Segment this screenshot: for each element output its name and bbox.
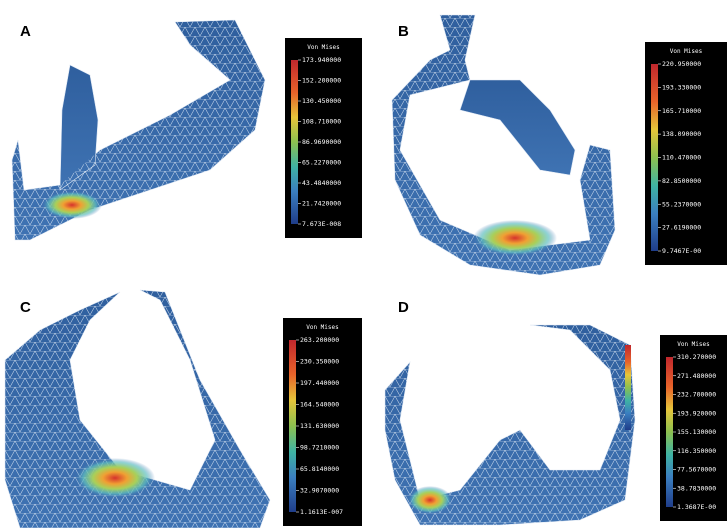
colorbar-label: 7.673E-008	[302, 220, 341, 228]
colorbar-label: 232.700000	[677, 391, 716, 399]
mesh-d	[384, 324, 636, 526]
colorbar: Von Mises 220.950000 193.330000 165.710000 1…	[645, 42, 727, 265]
panel-label: D	[398, 299, 409, 316]
colorbar-label: 116.350000	[677, 447, 716, 455]
panel-label: B	[398, 23, 409, 40]
colorbar-scale	[289, 340, 296, 512]
colorbar: Von Mises 173.940000 152.200000 130.450000 1…	[285, 38, 362, 238]
colorbar-label: 220.950000	[662, 60, 701, 68]
colorbar-label: 155.130000	[677, 428, 716, 436]
colorbar-label: 27.6190000	[662, 224, 701, 232]
colorbar-label: 271.480000	[677, 372, 716, 380]
mesh-b	[391, 14, 616, 276]
colorbar-label: 108.710000	[302, 118, 341, 126]
colorbar-label: 65.8140000	[300, 465, 339, 473]
colorbar-label: 263.200000	[300, 336, 339, 344]
colorbar-label: 1.1613E-007	[300, 508, 343, 516]
mesh-a	[11, 19, 266, 241]
panel-label: C	[20, 299, 31, 316]
colorbar-label: 165.710000	[662, 107, 701, 115]
colorbar-box	[283, 318, 362, 526]
colorbar-scale	[651, 64, 658, 251]
colorbar-label: 9.7467E-00	[662, 247, 701, 255]
colorbar-label: 193.920000	[677, 409, 716, 417]
colorbar-title: Von Mises	[307, 44, 340, 51]
colorbar-label: 65.2270000	[302, 159, 341, 167]
colorbar: Von Mises 310.270000 271.480000 232.700000 1…	[660, 335, 727, 521]
colorbar-title: Von Mises	[670, 48, 703, 55]
colorbar-label: 138.090000	[662, 130, 701, 138]
colorbar-label: 43.4840000	[302, 179, 341, 187]
colorbar-label: 310.270000	[677, 353, 716, 361]
colorbar-label: 86.9690000	[302, 138, 341, 146]
colorbar-label: 110.470000	[662, 154, 701, 162]
mesh-c	[4, 289, 271, 528]
colorbar-label: 21.7420000	[302, 200, 341, 208]
colorbar-label: 164.540000	[300, 401, 339, 409]
colorbar-label: 38.7830000	[677, 484, 716, 492]
edge-stress	[625, 345, 631, 430]
colorbar-label: 197.440000	[300, 379, 339, 387]
colorbar-label: 98.7210000	[300, 444, 339, 452]
colorbar-label: 82.8500000	[662, 177, 701, 185]
colorbar-label: 32.9070000	[300, 487, 339, 495]
colorbar-label: 131.630000	[300, 422, 339, 430]
colorbar-scale	[291, 60, 298, 224]
panel-label: A	[20, 23, 31, 40]
colorbar-label: 77.5670000	[677, 466, 716, 474]
colorbar: Von Mises 263.200000 230.350000 197.440000 1…	[283, 318, 362, 526]
colorbar-scale	[666, 357, 673, 507]
colorbar-label: 152.200000	[302, 77, 341, 85]
colorbar-label: 193.330000	[662, 83, 701, 91]
colorbar-label: 55.2370000	[662, 200, 701, 208]
colorbar-label: 230.350000	[300, 358, 339, 366]
colorbar-label: 173.940000	[302, 56, 341, 64]
colorbar-title: Von Mises	[677, 341, 710, 348]
colorbar-title: Von Mises	[306, 324, 339, 331]
colorbar-label: 1.3687E-00	[677, 503, 716, 511]
colorbar-label: 130.450000	[302, 97, 341, 105]
